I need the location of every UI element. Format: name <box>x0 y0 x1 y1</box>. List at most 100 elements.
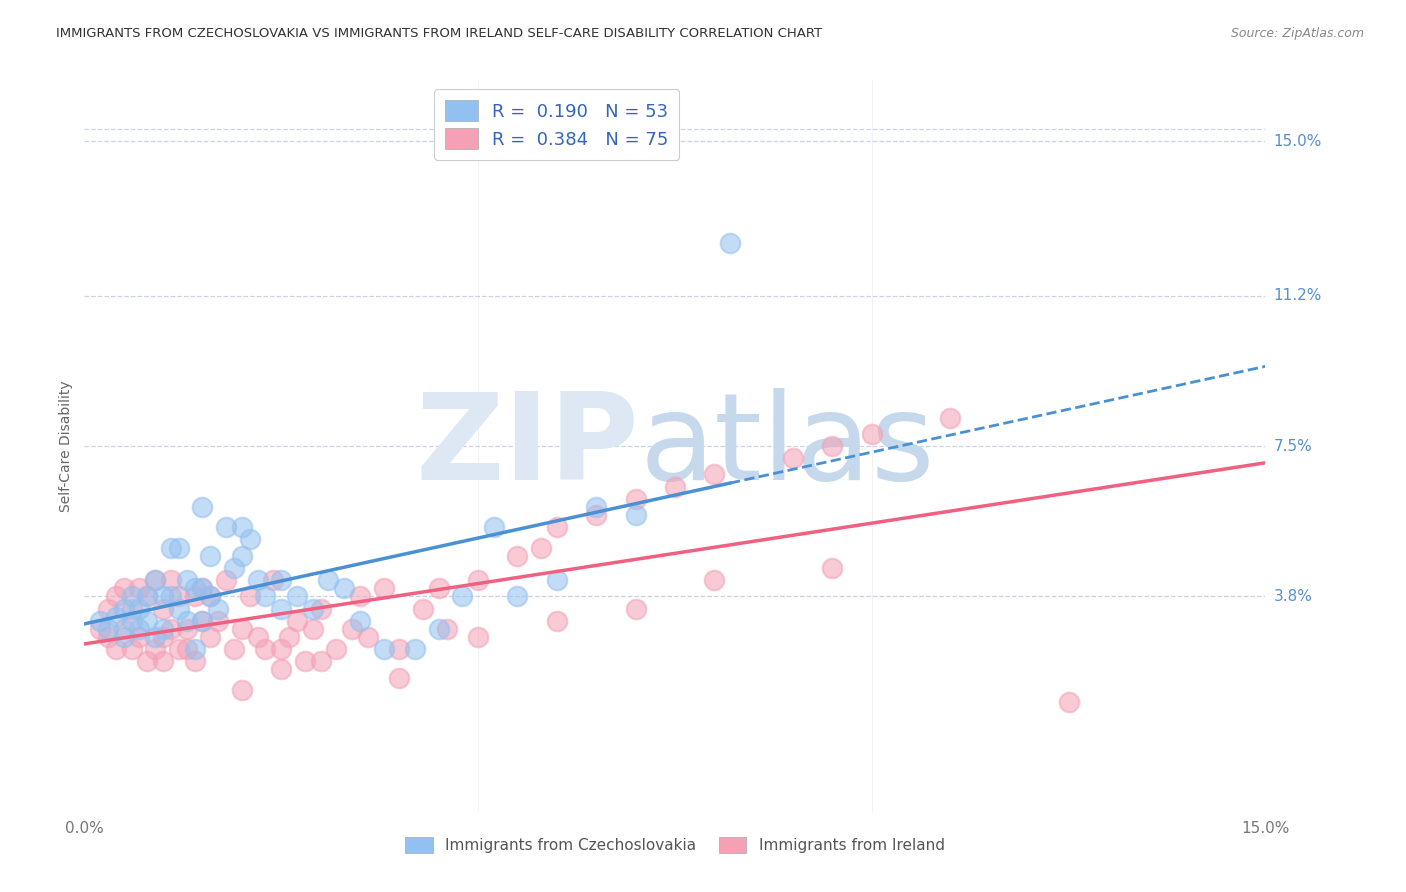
Point <box>136 654 159 668</box>
Point <box>183 581 205 595</box>
Point <box>112 581 135 595</box>
Point <box>239 533 262 547</box>
Point <box>104 590 127 604</box>
Point <box>301 622 323 636</box>
Point <box>270 573 292 587</box>
Point <box>160 573 183 587</box>
Point <box>285 614 308 628</box>
Text: ZIP: ZIP <box>416 387 640 505</box>
Point <box>231 682 253 697</box>
Point <box>97 630 120 644</box>
Point <box>340 622 363 636</box>
Point <box>176 622 198 636</box>
Text: atlas: atlas <box>640 387 935 505</box>
Point <box>285 590 308 604</box>
Point <box>121 614 143 628</box>
Point <box>546 573 568 587</box>
Point <box>325 642 347 657</box>
Point <box>222 642 245 657</box>
Point <box>191 614 214 628</box>
Point <box>215 520 238 534</box>
Point <box>128 622 150 636</box>
Point <box>160 541 183 555</box>
Point <box>136 590 159 604</box>
Point <box>176 614 198 628</box>
Point <box>357 630 380 644</box>
Point <box>664 480 686 494</box>
Point <box>176 642 198 657</box>
Y-axis label: Self-Care Disability: Self-Care Disability <box>59 380 73 512</box>
Point <box>373 642 395 657</box>
Point <box>121 601 143 615</box>
Point <box>309 601 332 615</box>
Point <box>121 642 143 657</box>
Point <box>231 549 253 563</box>
Point <box>451 590 474 604</box>
Point <box>388 642 411 657</box>
Point <box>152 630 174 644</box>
Point <box>585 508 607 522</box>
Point <box>231 622 253 636</box>
Text: 11.2%: 11.2% <box>1274 288 1322 303</box>
Point <box>89 622 111 636</box>
Point <box>624 491 647 506</box>
Point <box>309 654 332 668</box>
Point <box>318 573 340 587</box>
Point <box>585 500 607 514</box>
Point <box>821 561 844 575</box>
Point <box>239 590 262 604</box>
Point <box>294 654 316 668</box>
Point <box>207 601 229 615</box>
Text: 3.8%: 3.8% <box>1274 589 1313 604</box>
Point <box>246 573 269 587</box>
Point <box>349 614 371 628</box>
Point <box>167 590 190 604</box>
Point <box>200 549 222 563</box>
Point <box>506 590 529 604</box>
Point <box>262 573 284 587</box>
Point <box>624 601 647 615</box>
Point <box>546 614 568 628</box>
Point <box>200 590 222 604</box>
Point <box>104 609 127 624</box>
Point <box>112 601 135 615</box>
Point <box>191 500 214 514</box>
Point <box>427 581 450 595</box>
Point <box>821 439 844 453</box>
Point <box>152 622 174 636</box>
Point <box>703 573 725 587</box>
Point <box>254 642 277 657</box>
Point <box>860 426 883 441</box>
Point <box>112 622 135 636</box>
Point <box>167 601 190 615</box>
Point <box>128 630 150 644</box>
Point <box>270 642 292 657</box>
Point <box>546 520 568 534</box>
Point <box>152 601 174 615</box>
Point <box>121 590 143 604</box>
Point <box>167 541 190 555</box>
Point <box>143 573 166 587</box>
Text: 15.0%: 15.0% <box>1274 134 1322 149</box>
Point <box>176 573 198 587</box>
Point <box>703 467 725 482</box>
Point <box>191 614 214 628</box>
Point <box>388 671 411 685</box>
Point <box>128 601 150 615</box>
Point <box>349 590 371 604</box>
Point <box>436 622 458 636</box>
Point <box>207 614 229 628</box>
Point <box>191 581 214 595</box>
Point <box>301 601 323 615</box>
Point <box>183 654 205 668</box>
Point <box>270 601 292 615</box>
Text: 7.5%: 7.5% <box>1274 439 1312 453</box>
Point <box>104 642 127 657</box>
Point <box>191 581 214 595</box>
Point <box>482 520 505 534</box>
Point <box>939 410 962 425</box>
Point <box>89 614 111 628</box>
Point <box>404 642 426 657</box>
Point <box>97 622 120 636</box>
Point <box>143 630 166 644</box>
